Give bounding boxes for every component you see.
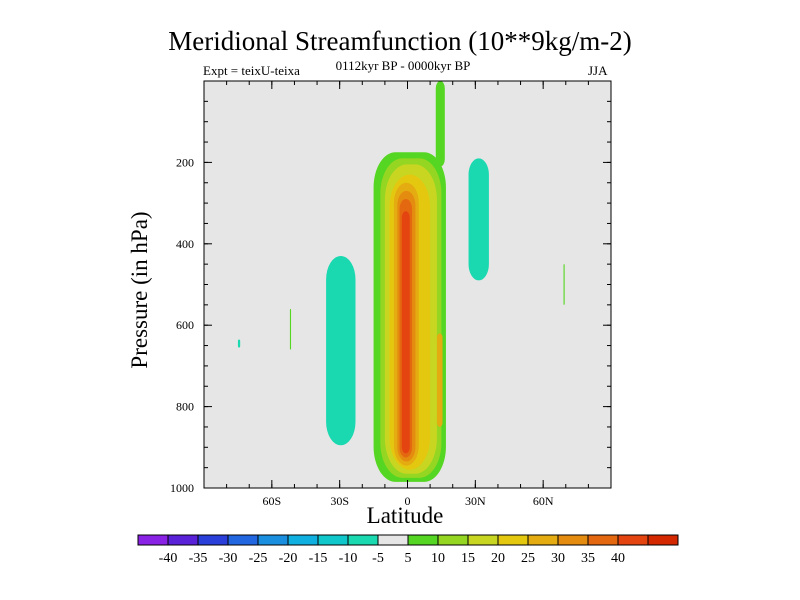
axis-ticks: 60S 30S 0 30N 60N 200 400 600 800 1000 — [170, 81, 612, 508]
colorbar-swatch — [287, 534, 319, 546]
season-label: JJA — [588, 63, 608, 78]
x-tick-label: 60S — [262, 494, 281, 508]
experiment-label: Expt = teixU-teixa — [203, 63, 300, 78]
colorbar-label: 10 — [431, 551, 445, 566]
colorbar-label: 35 — [581, 551, 595, 566]
colorbar-swatch — [647, 534, 679, 546]
x-tick-label: 0 — [405, 494, 411, 508]
x-axis-label: Latitude — [366, 503, 444, 528]
colorbar-swatch — [377, 534, 409, 546]
colorbar-label: -40 — [159, 551, 178, 566]
colorbar-swatch — [467, 534, 499, 546]
y-tick-label: 600 — [176, 318, 194, 332]
colorbar-label: -30 — [219, 551, 238, 566]
colorbar-swatch — [497, 534, 529, 546]
colorbar-swatch — [557, 534, 589, 546]
contour-upper-jet-positive — [435, 81, 445, 167]
colorbar-swatch — [227, 534, 259, 546]
colorbar: -40 -35 -30 -25 -20 -15 -10 -5 5 10 15 20 25 30 35 40 — [137, 534, 679, 566]
colorbar-swatch — [587, 534, 619, 546]
contour-speck-negative-75S — [237, 339, 241, 348]
colorbar-label: -15 — [309, 551, 328, 566]
colorbar-swatch — [197, 534, 229, 546]
colorbar-swatch — [407, 534, 439, 546]
colorbar-label: -10 — [339, 551, 358, 566]
colorbar-label: -20 — [279, 551, 298, 566]
colorbar-label: 5 — [405, 551, 412, 566]
colorbar-swatch — [137, 534, 169, 546]
contour-speck-positive-70N — [563, 264, 565, 305]
colorbar-swatch — [527, 534, 559, 546]
colorbar-swatch — [317, 534, 349, 546]
colorbar-label: 30 — [551, 551, 565, 566]
colorbar-swatch — [617, 534, 649, 546]
colorbar-label: -25 — [249, 551, 268, 566]
colorbar-label: 25 — [521, 551, 535, 566]
contour-cell-40 — [401, 211, 410, 454]
y-tick-label: 1000 — [170, 481, 194, 495]
contour-northern-negative — [468, 158, 489, 281]
colorbar-label: 15 — [461, 551, 475, 566]
colorbar-label: -35 — [189, 551, 208, 566]
contour-fill-layer — [237, 81, 565, 482]
y-tick-label: 400 — [176, 237, 194, 251]
contour-speck-positive-50S — [289, 308, 292, 350]
contour-southern-negative — [326, 256, 356, 446]
colorbar-swatch — [257, 534, 289, 546]
colorbar-label: 20 — [491, 551, 505, 566]
colorbar-swatch — [437, 534, 469, 546]
y-tick-label: 800 — [176, 400, 194, 414]
time-range-label: 0112kyr BP - 0000kyr BP — [335, 58, 471, 73]
colorbar-label: 40 — [611, 551, 625, 566]
colorbar-swatch — [347, 534, 379, 546]
x-tick-label: 60N — [533, 494, 554, 508]
chart-title: Meridional Streamfunction (10**9kg/m-2) — [168, 26, 632, 56]
colorbar-label: -5 — [372, 551, 384, 566]
x-tick-label: 30S — [330, 494, 349, 508]
contour-secondary-20N — [436, 333, 443, 427]
y-tick-label: 200 — [176, 155, 194, 169]
x-tick-label: 30N — [465, 494, 486, 508]
colorbar-swatch — [167, 534, 199, 546]
